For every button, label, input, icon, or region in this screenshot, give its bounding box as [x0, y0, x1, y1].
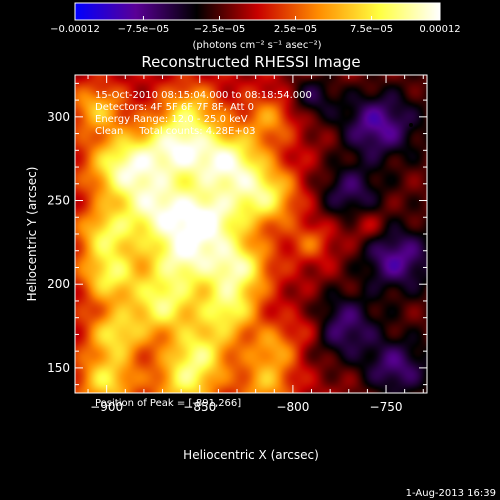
- y-axis-title: Heliocentric Y (arcsec): [25, 167, 39, 302]
- colorbar-units: (photons cm⁻² s⁻¹ asec⁻²): [192, 40, 321, 51]
- colorbar-tick-label: −2.5e−05: [194, 24, 246, 35]
- axis-ticks: −900 −850 −800 −750 150 200 250 300: [47, 75, 427, 414]
- info-block: 15-Oct-2010 08:15:04.000 to 08:18:54.000…: [95, 90, 312, 137]
- colorbar-tick-label: 2.5e−05: [274, 24, 317, 35]
- y-tick-label: 150: [47, 361, 70, 375]
- colorbar-tick-label: 0.00012: [419, 24, 460, 35]
- colorbar-tick-label: −7.5e−05: [118, 24, 170, 35]
- peak-marker: [409, 123, 413, 127]
- colorbar-tick-label: −0.00012: [50, 24, 100, 35]
- x-axis-title: Heliocentric X (arcsec): [183, 448, 319, 462]
- heatmap-image: [75, 75, 427, 393]
- info-detectors: Detectors: 4F 5F 6F 7F 8F, Att 0: [95, 102, 254, 113]
- info-clean-counts: Clean Total counts: 4.28E+03: [95, 126, 255, 137]
- colorbar-ticks: −0.00012 −7.5e−05 −2.5e−05 2.5e−05 7.5e−05 0.…: [50, 16, 461, 35]
- peak-position: Position of Peak = [-891,266]: [95, 398, 241, 409]
- y-tick-label: 250: [47, 194, 70, 208]
- x-tick-label: −900: [90, 400, 123, 414]
- y-tick-label: 300: [47, 110, 70, 124]
- info-energy-range: Energy Range: 12.0 - 25.0 keV: [95, 114, 248, 125]
- chart-title: Reconstructed RHESSI Image: [141, 53, 360, 71]
- colorbar: [74, 2, 441, 21]
- x-tick-label: −800: [276, 400, 309, 414]
- colorbar-tick-label: 7.5e−05: [350, 24, 393, 35]
- info-time-range: 15-Oct-2010 08:15:04.000 to 08:18:54.000: [95, 90, 312, 101]
- y-tick-label: 200: [47, 277, 70, 291]
- x-tick-label: −750: [370, 400, 403, 414]
- generated-date: 1-Aug-2013 16:39: [406, 488, 496, 499]
- x-tick-label: −850: [183, 400, 216, 414]
